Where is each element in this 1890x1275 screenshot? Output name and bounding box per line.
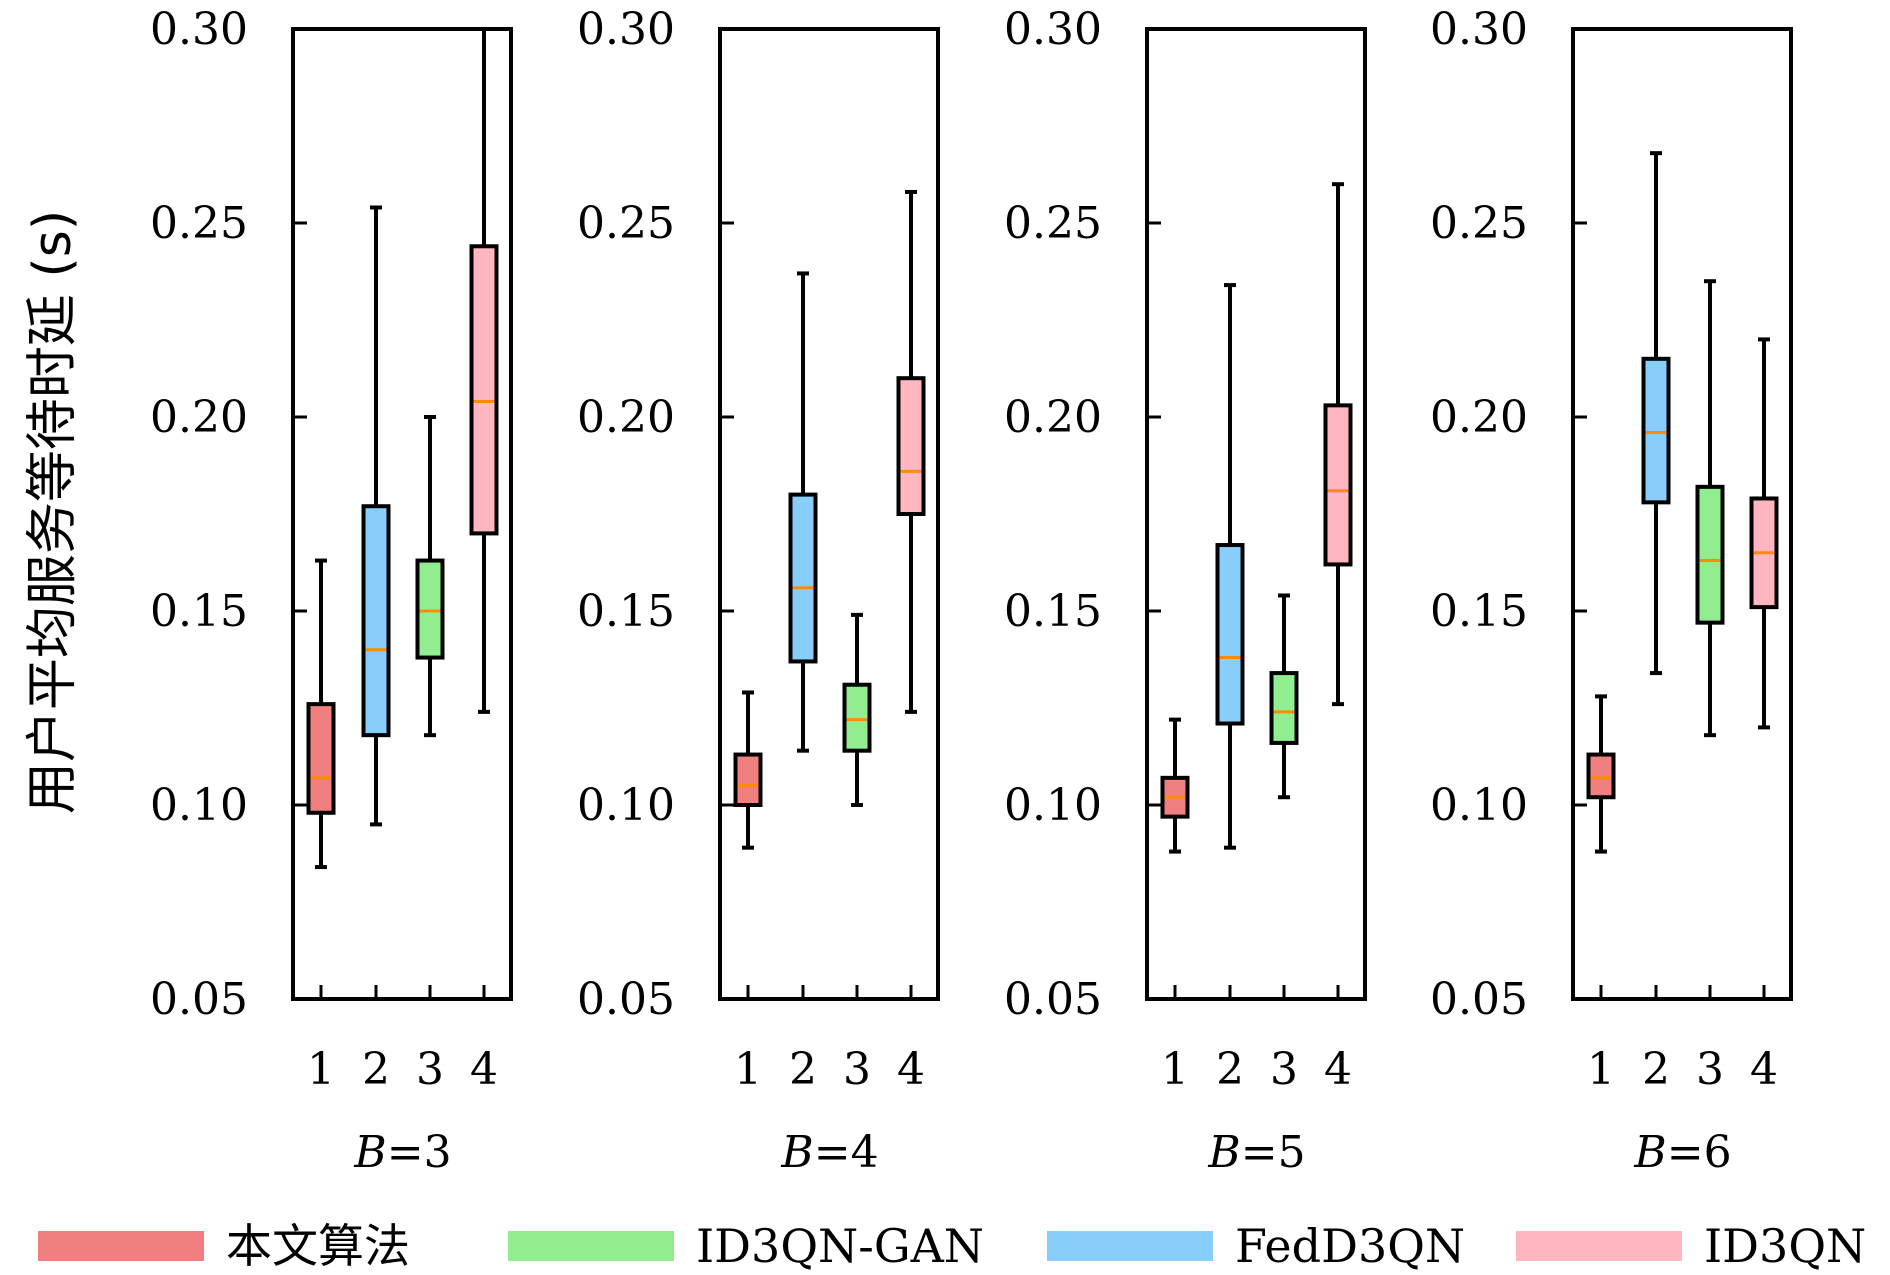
box-body [733,752,763,807]
box-2 [361,205,391,827]
panel-3: 0.05 0.10 0.15 0.20 0.25 0.30 1 2 3 4 B=5 [1004,4,1367,1178]
legend-item: ID3QN-GAN [508,1219,984,1273]
box-3 [415,415,445,738]
legend-swatch [508,1231,674,1261]
panel-2: 0.05 0.10 0.15 0.20 0.25 0.30 1 2 3 4 B=4 [577,4,940,1178]
x-tick-label: 2 [1642,1044,1670,1095]
box-body [361,504,391,738]
box-body [1269,671,1299,745]
legend-item: 本文算法 [38,1219,410,1273]
legend-swatch [1047,1231,1213,1261]
box-body [896,376,926,517]
box-2 [788,271,818,753]
box-body [306,702,336,815]
y-tick-label: 0.15 [1430,586,1528,637]
y-axis-label: 用户平均服务等待时延 (s) [23,210,83,814]
box-body [1215,543,1245,726]
panel-label: B=6 [1633,1127,1731,1178]
box-1 [1586,694,1616,854]
legend-label: ID3QN-GAN [696,1219,984,1273]
y-tick-label: 0.30 [577,4,675,55]
y-tick-label: 0.05 [150,974,248,1025]
panel-label: B=5 [1207,1127,1305,1178]
box-1 [733,690,763,850]
x-tick-label: 3 [1270,1044,1298,1095]
y-tick-label: 0.10 [1004,780,1102,831]
panel-1: 0.05 0.10 0.15 0.20 0.25 0.30 1 2 3 4 B=3 [150,4,513,1178]
x-tick-label: 3 [416,1044,444,1095]
box-body [1323,403,1353,567]
y-tick-label: 0.25 [1430,198,1528,249]
legend-swatch [1516,1231,1682,1261]
y-tick-label: 0.05 [577,974,675,1025]
y-tick-label: 0.25 [1004,198,1102,249]
y-tick-label: 0.20 [1004,392,1102,443]
x-tick-label: 2 [1216,1044,1244,1095]
legend-swatch [38,1231,204,1261]
panel-label: B=4 [780,1127,878,1178]
y-tick-label: 0.10 [150,780,248,831]
y-tick-label: 0.20 [577,392,675,443]
box-1 [1160,717,1190,854]
y-tick-label: 0.20 [1430,392,1528,443]
x-tick-label: 1 [1587,1044,1615,1095]
box-3 [842,612,872,807]
box-body [469,244,499,536]
x-tick-label: 3 [843,1044,871,1095]
y-tick-label: 0.25 [577,198,675,249]
box-4 [1749,337,1779,730]
x-tick-label: 1 [307,1044,335,1095]
y-tick-label: 0.10 [1430,780,1528,831]
box-body [1641,356,1671,505]
x-tick-label: 4 [897,1044,925,1095]
legend-item: FedD3QN [1047,1219,1465,1273]
box-3 [1695,279,1725,738]
x-tick-label: 2 [789,1044,817,1095]
y-tick-label: 0.05 [1430,974,1528,1025]
y-tick-label: 0.15 [1004,586,1102,637]
box-2 [1641,151,1671,676]
x-tick-label: 4 [470,1044,498,1095]
box-body [788,492,818,664]
x-tick-label: 3 [1696,1044,1724,1095]
y-tick-label: 0.20 [150,392,248,443]
legend-label: ID3QN [1704,1219,1866,1273]
box-body [1586,752,1616,800]
panel-frame [1145,27,1367,1001]
y-tick-label: 0.15 [577,586,675,637]
x-tick-label: 1 [1161,1044,1189,1095]
legend-label: 本文算法 [226,1219,410,1273]
legend-item: ID3QN [1516,1219,1866,1273]
box-4 [1323,182,1353,707]
panel-frame [718,27,940,1001]
y-tick-label: 0.15 [150,586,248,637]
box-2 [1215,283,1245,850]
y-tick-label: 0.30 [1430,4,1528,55]
x-tick-label: 4 [1750,1044,1778,1095]
y-tick-label: 0.30 [150,4,248,55]
box-body [842,682,872,753]
x-tick-label: 1 [734,1044,762,1095]
x-tick-label: 4 [1324,1044,1352,1095]
legend-label: FedD3QN [1235,1219,1465,1273]
y-tick-label: 0.10 [577,780,675,831]
box-4 [896,189,926,714]
panel-4: 0.05 0.10 0.15 0.20 0.25 0.30 1 2 3 4 B=6 [1430,4,1793,1178]
box-body [1695,484,1725,625]
y-tick-label: 0.05 [1004,974,1102,1025]
box-4 [469,27,499,714]
x-tick-label: 2 [362,1044,390,1095]
box-body [415,558,445,660]
y-tick-label: 0.30 [1004,4,1102,55]
panel-frame [291,27,513,1001]
panel-label: B=3 [353,1127,451,1178]
box-1 [306,558,336,870]
panel-frame [1571,27,1793,1001]
y-tick-label: 0.25 [150,198,248,249]
box-3 [1269,593,1299,800]
